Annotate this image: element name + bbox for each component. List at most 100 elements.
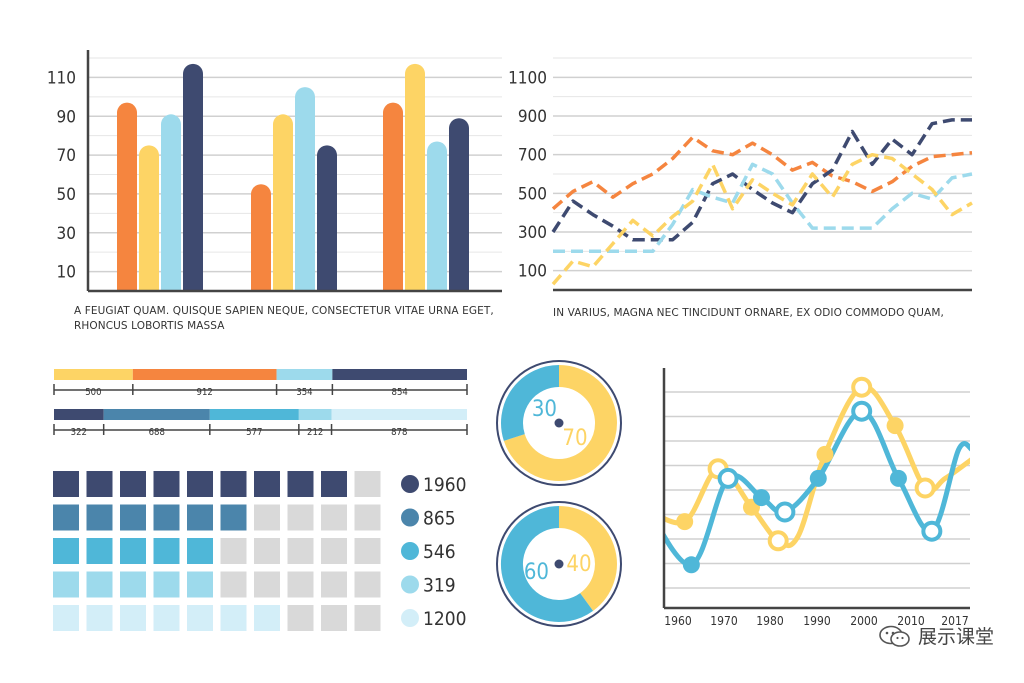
- segment-label: 577: [246, 427, 262, 438]
- waffle-cell: [86, 538, 113, 564]
- donut-value-label: 30: [532, 397, 557, 422]
- curve-marker: [851, 400, 873, 422]
- y-tick-label: 90: [57, 107, 76, 127]
- donut-value-label: 60: [524, 560, 549, 585]
- waffle-cell: [354, 571, 381, 598]
- waffle-cell: [254, 538, 280, 564]
- waffle-cell: [153, 504, 180, 531]
- curve-marker: [921, 520, 943, 542]
- bar: [273, 114, 293, 301]
- donut-slice: [500, 506, 594, 622]
- legend-dot: [401, 542, 419, 560]
- watermark: 展示课堂: [878, 622, 994, 649]
- curve-marker: [767, 530, 789, 552]
- waffle-cell: [86, 571, 113, 598]
- x-tick-label: 1990: [803, 614, 831, 628]
- segment-label: 854: [392, 387, 408, 398]
- stacked-segment: [132, 369, 277, 380]
- waffle-cell: [354, 504, 381, 531]
- waffle-cell: [321, 504, 347, 531]
- waffle-cell: [354, 605, 381, 631]
- wechat-icon: [879, 625, 910, 647]
- legend-label: 1200: [423, 608, 467, 630]
- line-chart-caption: IN VARIUS, MAGNA NEC TINCIDUNT ORNARE, E…: [553, 307, 944, 319]
- curve-marker: [851, 376, 873, 398]
- waffle-cell: [220, 471, 247, 497]
- segment-label: 500: [85, 387, 101, 398]
- series-line-orange: [551, 135, 973, 211]
- bar: [383, 102, 403, 302]
- waffle-cell: [53, 571, 79, 598]
- bar: [405, 63, 425, 302]
- legend-label: 865: [423, 508, 456, 530]
- curve-marker: [889, 469, 907, 487]
- stacked-bars: 500 912 354 854 322 688 577 212 878: [53, 369, 468, 438]
- y-tick-label: 500: [518, 184, 547, 204]
- bar-chart-caption: A FEUGIAT QUAM. QUISQUE SAPIEN NEQUE, CO…: [74, 305, 494, 332]
- waffle-cell: [53, 538, 79, 564]
- waffle-cell: [354, 471, 381, 497]
- waffle-cell: [153, 605, 180, 631]
- waffle-cell: [86, 504, 113, 531]
- smooth-line-chart: 1960 1970 1980 1990 2000 2010 2017: [662, 368, 970, 628]
- waffle-cell: [187, 571, 213, 598]
- y-tick-label: 900: [518, 107, 547, 127]
- donut-center-dot: [554, 418, 564, 428]
- bar: [251, 184, 271, 301]
- stacked-segment: [332, 369, 467, 380]
- y-tick-label: 110: [47, 68, 76, 88]
- curve-marker: [682, 556, 700, 574]
- donut-center-dot: [554, 559, 564, 569]
- waffle-cell: [153, 471, 180, 497]
- waffle-cell: [153, 571, 180, 598]
- stacked-segment: [54, 369, 133, 380]
- waffle-cell: [53, 504, 79, 531]
- waffle-cell: [187, 538, 213, 564]
- waffle-cell: [287, 471, 314, 497]
- curve-marker: [914, 477, 936, 499]
- segment-label: 688: [149, 427, 165, 438]
- curve-marker: [774, 501, 796, 523]
- y-tick-label: 1100: [508, 68, 547, 88]
- waffle-cell: [187, 471, 213, 497]
- x-tick-label: 2010: [897, 614, 925, 628]
- watermark-text: 展示课堂: [917, 626, 994, 648]
- legend-label: 546: [423, 541, 456, 563]
- waffle-cell: [254, 471, 280, 497]
- x-tick-label: 2000: [850, 614, 878, 628]
- waffle-cell: [321, 538, 347, 564]
- x-tick-label: 2017: [941, 614, 968, 628]
- bar: [117, 102, 137, 302]
- waffle-cell: [220, 605, 247, 631]
- waffle-cell: [53, 471, 79, 497]
- donut-value-label: 70: [562, 426, 587, 451]
- y-tick-label: 10: [57, 263, 76, 283]
- bar-chart: 10 30 50 70 90 110: [47, 50, 504, 303]
- segment-label: 878: [391, 427, 407, 438]
- waffle-cell: [86, 605, 113, 631]
- y-tick-label: 50: [57, 185, 76, 205]
- stacked-segment: [298, 409, 332, 420]
- donut-slice: [503, 365, 617, 481]
- waffle-cell: [53, 605, 79, 631]
- y-tick-label: 100: [518, 262, 547, 282]
- waffle-cell: [254, 571, 280, 598]
- donut-slice: [501, 365, 560, 441]
- segment-label: 354: [296, 387, 312, 398]
- waffle-cell: [120, 571, 146, 598]
- dashed-line-chart: 100 300 500 700 900 1100: [508, 57, 973, 292]
- axis-mask: [88, 291, 504, 303]
- curve-marker: [809, 469, 827, 487]
- bar: [449, 118, 469, 301]
- waffle-cell: [321, 571, 347, 598]
- waffle-cell: [220, 504, 247, 531]
- waffle-cell: [120, 538, 146, 564]
- segment-label: 322: [71, 427, 87, 438]
- legend-label: 319: [423, 575, 456, 597]
- waffle-cell: [287, 504, 314, 531]
- waffle-cell: [187, 504, 213, 531]
- series-line-navy: [551, 118, 972, 242]
- waffle-cell: [120, 605, 146, 631]
- x-tick-label: 1980: [756, 614, 784, 628]
